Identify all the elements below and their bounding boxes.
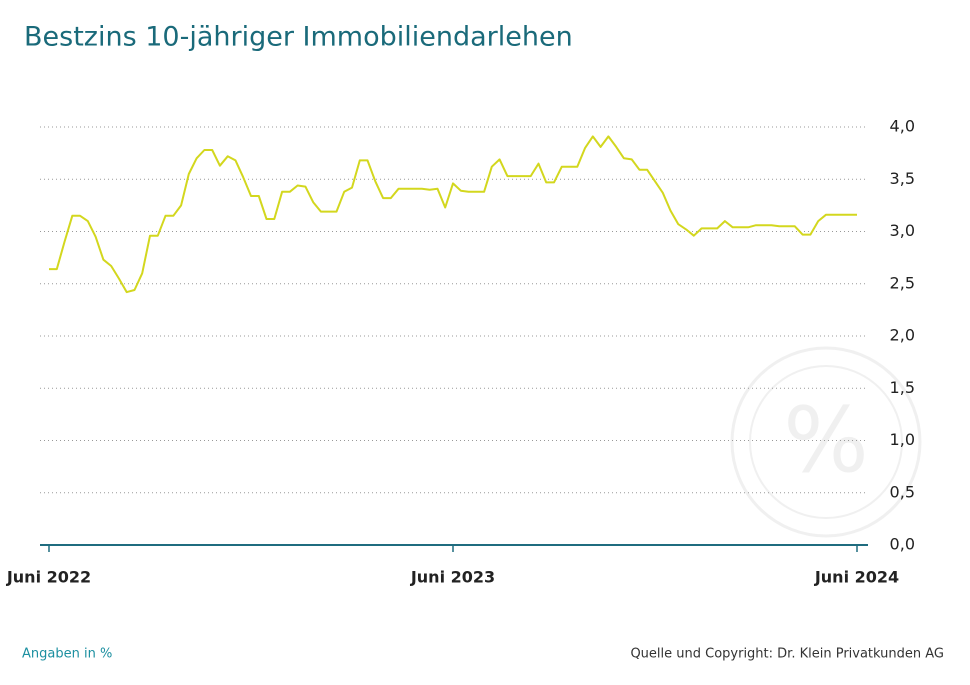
watermark: % xyxy=(730,346,922,538)
y-tick-label: 2,0 xyxy=(890,326,915,345)
note: Angaben in % xyxy=(22,647,112,662)
y-tick-label: 2,5 xyxy=(890,273,915,292)
y-tick-label: 1,0 xyxy=(890,430,915,449)
x-tick-label: Juni 2023 xyxy=(410,568,495,587)
source: Quelle und Copyright: Dr. Klein Privatku… xyxy=(630,647,944,662)
y-tick-label: 0,0 xyxy=(890,535,915,554)
y-tick-label: 1,5 xyxy=(890,378,915,397)
y-tick-label: 0,5 xyxy=(890,482,915,501)
line xyxy=(49,135,857,294)
x-tick-label: Juni 2022 xyxy=(6,568,91,587)
y-tick-label: 4,0 xyxy=(890,117,915,136)
x-tick-label: Juni 2024 xyxy=(814,568,899,587)
svg-text:%: % xyxy=(783,388,869,493)
chart-title: Bestzins 10-jähriger Immobiliendarlehen xyxy=(24,22,573,53)
y-tick-label: 3,5 xyxy=(890,169,915,188)
y-tick-label: 3,0 xyxy=(890,221,915,240)
